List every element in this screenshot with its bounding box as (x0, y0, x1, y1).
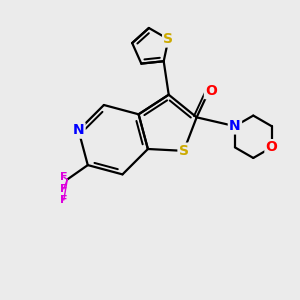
Text: O: O (266, 140, 278, 154)
Text: F: F (60, 195, 68, 205)
Text: F: F (60, 184, 68, 194)
Text: F: F (60, 172, 68, 182)
Text: O: O (205, 84, 217, 98)
Text: N: N (73, 123, 84, 137)
Text: N: N (229, 119, 241, 133)
Text: S: S (179, 144, 189, 158)
Text: S: S (164, 32, 173, 46)
